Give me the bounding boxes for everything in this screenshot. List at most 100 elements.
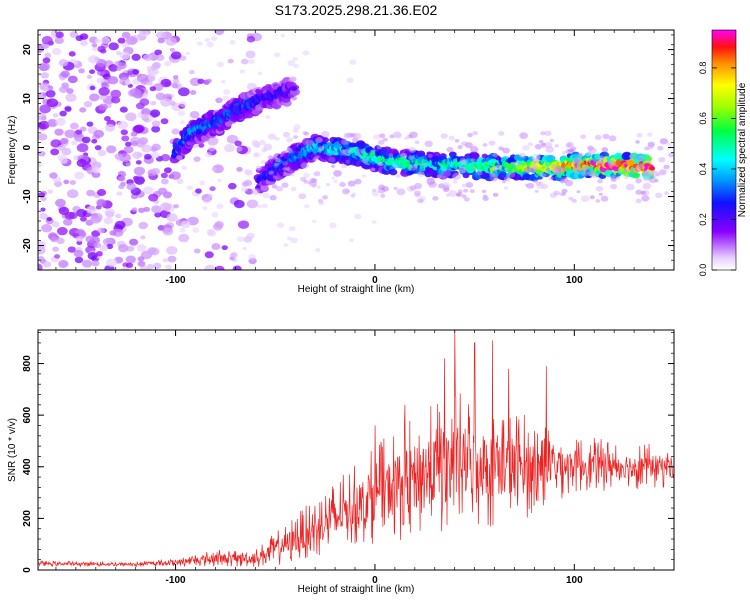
spectrogram-cell [38, 263, 43, 270]
spectrogram-cell [89, 205, 96, 211]
spectrogram-cell [50, 139, 62, 148]
spectrogram-cell [331, 176, 336, 180]
spectrogram-cell [103, 217, 113, 225]
spectrogram-cell [153, 262, 162, 270]
spectrogram-cell [222, 95, 230, 101]
spectrogram-cell [343, 132, 352, 139]
spectrogram-cell [426, 178, 436, 185]
spectrogram-cell [157, 187, 168, 195]
spectrogram-cell [96, 189, 107, 197]
spectrogram-cell [150, 65, 158, 71]
spectrogram-cell [304, 204, 310, 209]
spectrogram-cell [208, 145, 216, 152]
spectrogram-cell [315, 248, 321, 253]
spectrogram-cell [531, 164, 539, 170]
spectrogram-cell [73, 133, 85, 142]
spectrogram-cell [216, 61, 225, 68]
spectrogram-cell [166, 213, 178, 222]
spectrogram-cell [568, 196, 574, 201]
spectrogram-cell [371, 190, 380, 197]
spectrogram-cell [101, 82, 108, 88]
spectrogram-cell [467, 132, 473, 138]
spectrogram-cell [38, 44, 45, 54]
spectrogram-cell [330, 164, 335, 168]
spectrogram-cell [246, 36, 256, 43]
spectrogram-cell [632, 167, 640, 173]
spectrogram-cell [464, 142, 473, 149]
spectrogram-cell [120, 172, 127, 177]
spectrogram-cell [211, 212, 219, 218]
spectrogram-cell [100, 36, 111, 45]
spectrogram-cell [110, 89, 122, 99]
spectrogram-cell [267, 155, 274, 160]
spectrogram-cell [86, 121, 94, 127]
spectrogram-cell [281, 182, 289, 188]
spectrogram-cell [559, 179, 566, 184]
spectrogram-cell [641, 195, 650, 202]
spectrogram-cell [116, 191, 123, 196]
spectrogram-cell [404, 136, 409, 140]
spectrogram-cell [280, 33, 286, 38]
spectrogram-cell [283, 149, 288, 153]
spectrogram-cell [586, 151, 593, 156]
spectrogram-cell [160, 97, 172, 107]
snr-xtick-label: 0 [372, 575, 378, 586]
colorbar: 0.0 0.2 0.4 0.6 0.8 Normalized spectral ampl… [698, 29, 748, 276]
spectrogram-cell [469, 146, 479, 153]
spectrogram-cell [40, 207, 46, 212]
spectrogram-cell [502, 180, 507, 184]
spectrogram-cell [519, 152, 526, 158]
spectrogram-cell [112, 228, 124, 237]
spectrogram-cell [623, 169, 628, 173]
spectrogram-ytick-label: 20 [22, 44, 33, 56]
spectrogram-cell [135, 160, 142, 165]
spectrogram-cell [221, 245, 228, 251]
spectrogram-cell [581, 171, 589, 177]
spectrogram-cell [206, 41, 214, 48]
spectrogram-cell [312, 219, 317, 223]
spectrogram-cell [642, 170, 650, 177]
spectrogram-cell [290, 237, 298, 244]
spectrogram-cell [408, 155, 415, 160]
spectrogram-cell [396, 188, 406, 196]
spectrogram-cell [54, 128, 64, 136]
spectrogram-cell [160, 202, 172, 211]
spectrogram-cell [623, 175, 629, 180]
spectrogram-cell [317, 198, 324, 203]
spectrogram-cell [234, 140, 242, 147]
spectrogram-cell [66, 88, 74, 94]
spectrogram-cell [104, 116, 111, 122]
spectrogram-cell [118, 184, 125, 190]
spectrogram-cell [498, 131, 505, 136]
spectrogram-cell [50, 236, 58, 243]
spectrogram-cell [98, 103, 108, 111]
spectrogram-cell [663, 164, 670, 170]
spectrogram-cell [162, 258, 169, 263]
spectrogram-cell [106, 243, 114, 250]
spectrogram-cell [503, 186, 509, 190]
spectrogram-cell [171, 128, 180, 135]
spectrogram-cell [91, 138, 98, 144]
spectrogram-cell [442, 182, 451, 189]
spectrogram-cell [601, 147, 609, 153]
spectrogram-cell [523, 166, 533, 173]
spectrogram-cell [268, 170, 275, 175]
spectrogram-cell [109, 230, 117, 236]
spectrogram-cell [635, 140, 640, 144]
spectrogram-cell [512, 161, 519, 166]
spectrogram-cell [127, 70, 134, 76]
spectrogram-ytick-label: 0 [22, 144, 33, 150]
spectrogram-cell [91, 161, 102, 169]
snr-panel: -100 0 100 0 200 400 600 800 Height of straight… [7, 329, 675, 595]
spectrogram-cell [316, 185, 321, 189]
spectrogram-cell [657, 145, 664, 151]
spectrogram-cell [126, 245, 135, 252]
spectrogram-cell [554, 144, 560, 148]
spectrogram-cell [635, 198, 642, 204]
spectrogram-cell [226, 134, 239, 144]
spectrogram-cell [45, 90, 56, 98]
spectrogram-cell [108, 64, 119, 72]
spectrogram-cell [185, 51, 190, 56]
spectrogram-cell [648, 176, 658, 184]
spectrogram-cell [257, 204, 262, 209]
